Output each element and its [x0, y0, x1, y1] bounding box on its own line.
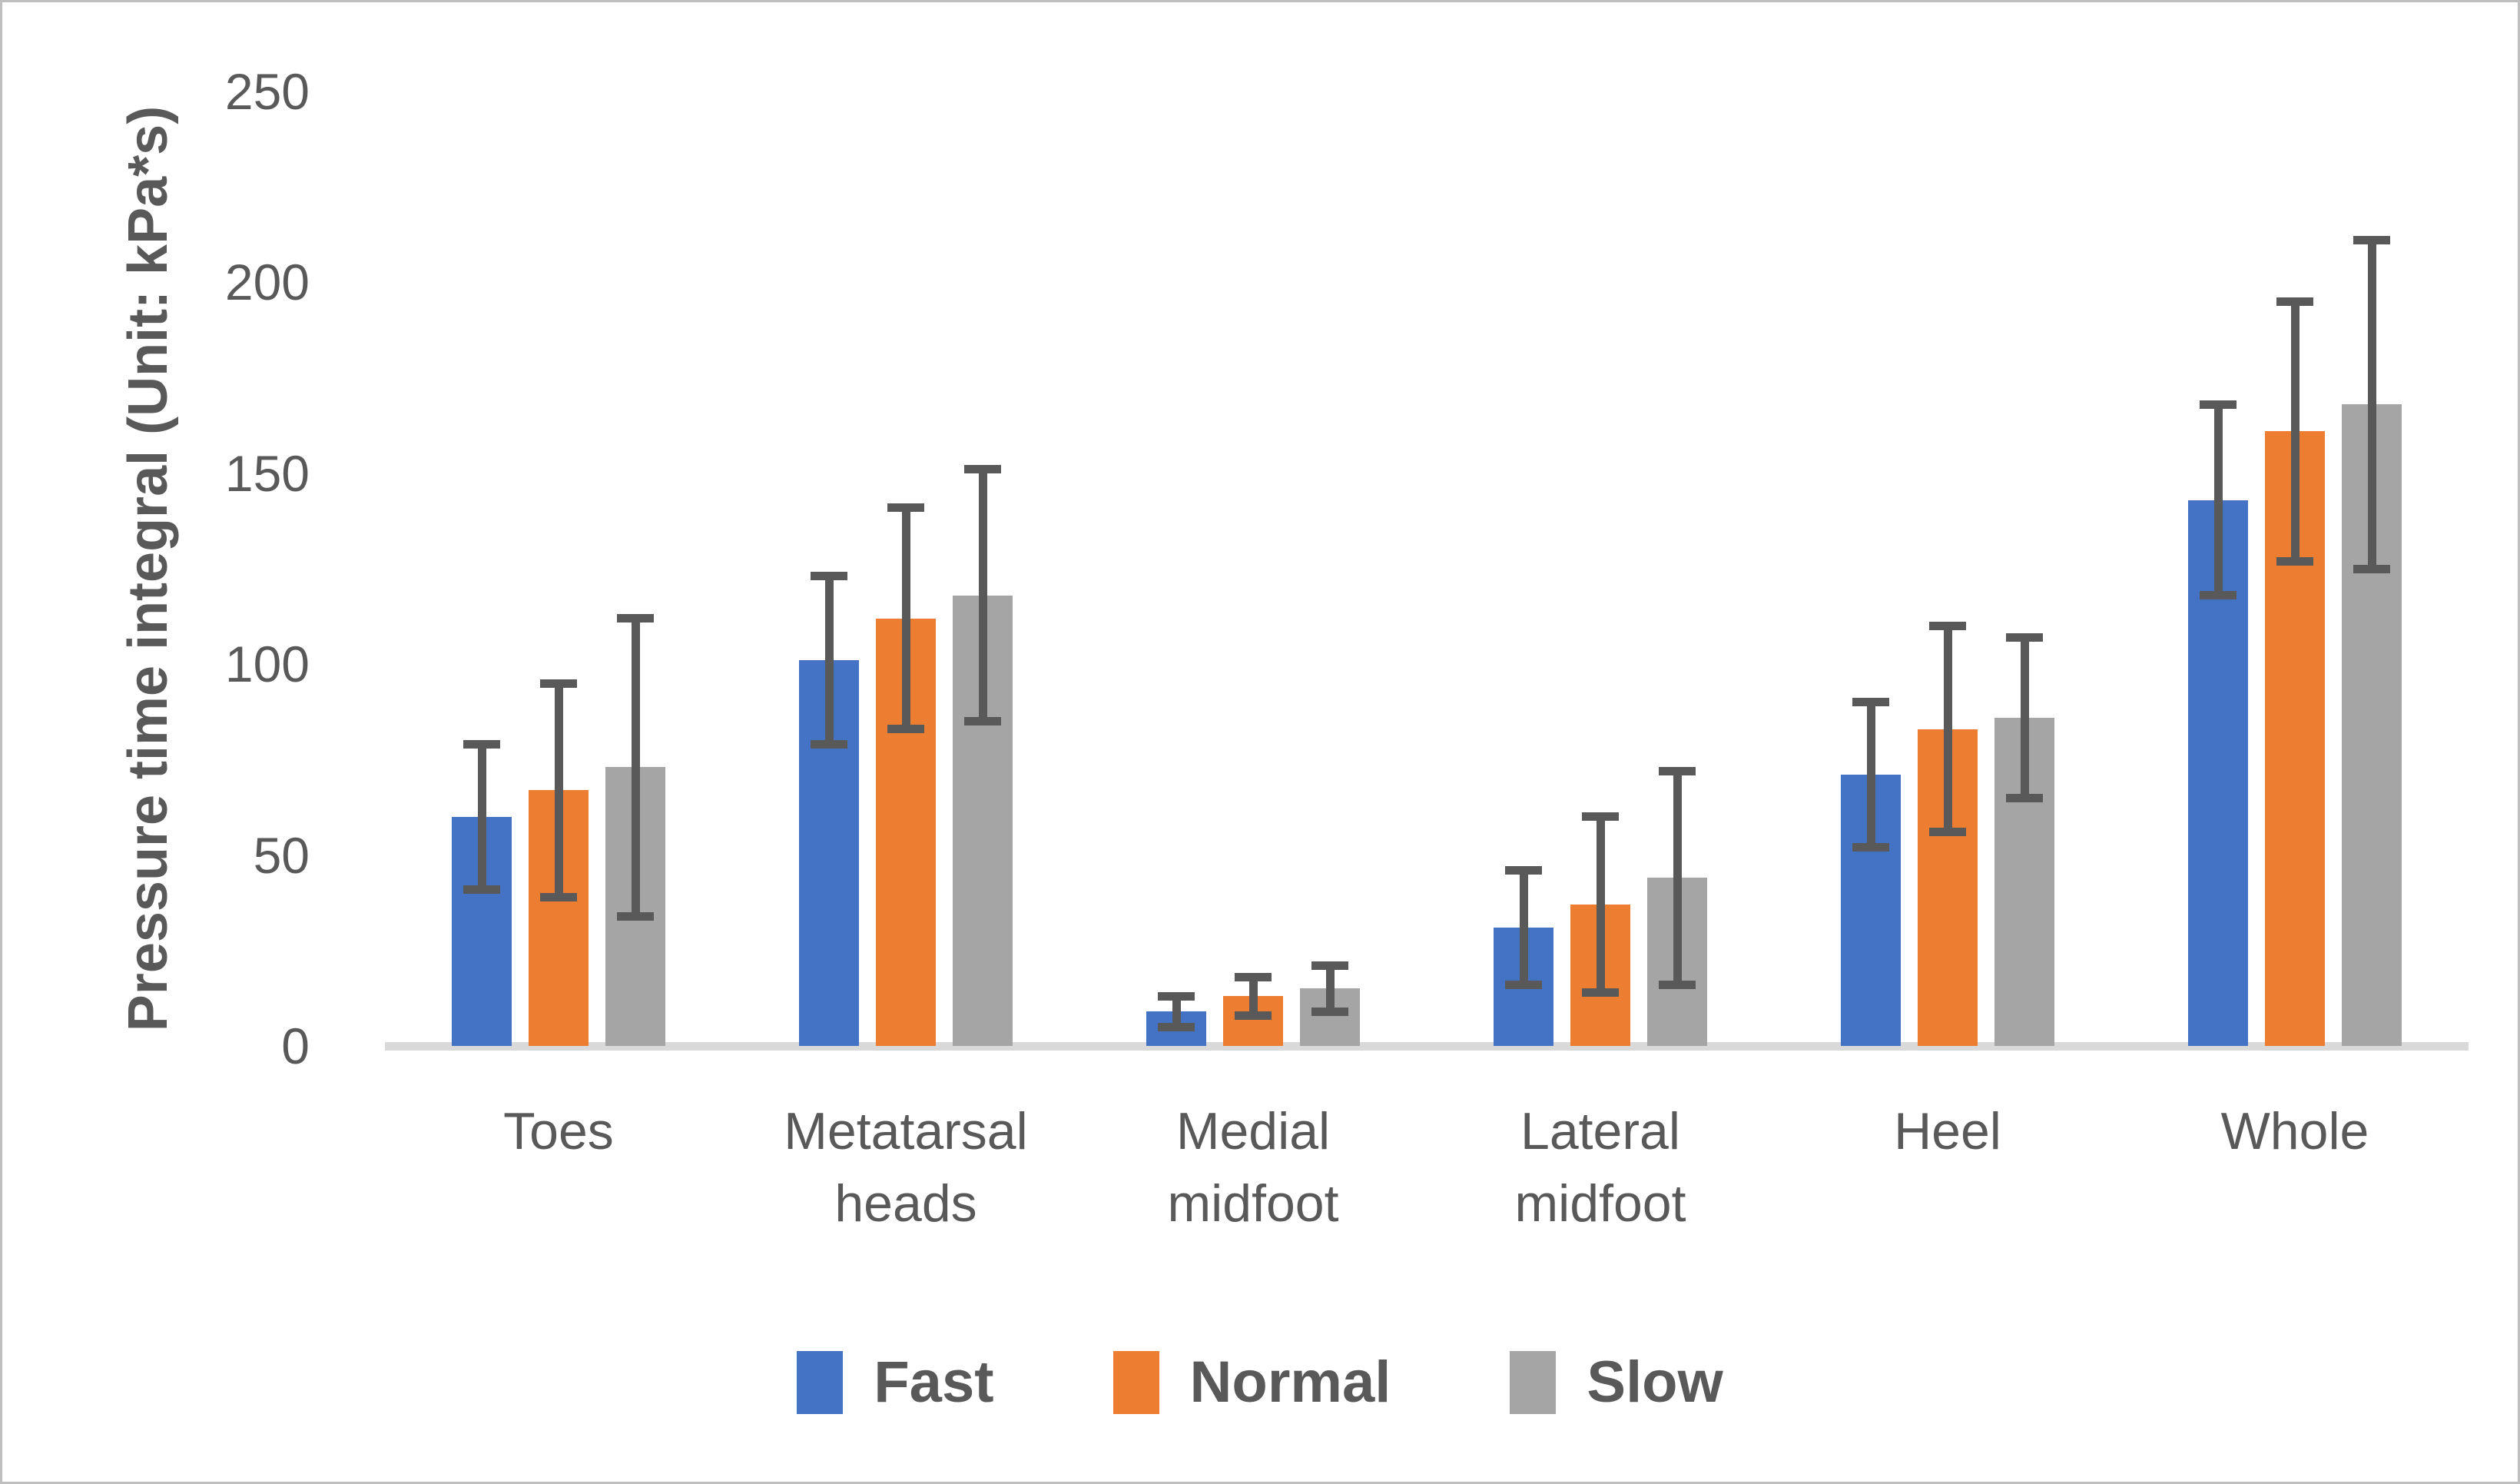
legend-label: Slow — [1587, 1350, 1723, 1415]
y-axis-tick-labels: 0 50 100 150 200 250 — [2, 2, 310, 1482]
error-bar-cap-top — [2200, 400, 2236, 409]
legend-label: Fast — [874, 1350, 994, 1415]
legend-item-slow: Slow — [1510, 1349, 1723, 1416]
error-bar-cap-top — [1852, 698, 1889, 707]
error-bar-cap-bottom — [2006, 793, 2043, 802]
error-bar-cap-top — [2006, 632, 2043, 642]
error-bar-cap-bottom — [617, 911, 654, 921]
y-tick-label: 200 — [224, 254, 310, 311]
error-bar-cap-top — [1659, 766, 1696, 775]
error-bar-line — [1248, 977, 1258, 1016]
legend-item-normal: Normal — [1112, 1349, 1391, 1416]
error-bar-line — [631, 618, 640, 917]
legend-marker-fast — [797, 1350, 844, 1414]
error-bar-line — [2213, 404, 2223, 596]
error-bar-line — [1866, 702, 1875, 848]
error-bar-line — [1325, 965, 1335, 1012]
error-bar-cap-top — [540, 679, 577, 688]
error-bar-cap-bottom — [1659, 981, 1696, 989]
error-bar-cap-top — [463, 740, 500, 749]
error-bar-cap-bottom — [463, 885, 500, 894]
error-bar-line — [2290, 301, 2300, 562]
legend-marker-normal — [1112, 1350, 1159, 1414]
error-bar-cap-bottom — [811, 740, 847, 749]
error-bar-cap-bottom — [540, 892, 577, 901]
error-bar-cap-top — [811, 572, 847, 581]
error-bar-line — [2020, 637, 2029, 798]
error-bar-cap-top — [887, 503, 924, 512]
error-bar-cap-top — [964, 465, 1001, 474]
error-bar-cap-bottom — [1311, 1007, 1348, 1016]
error-bar-cap-top — [1505, 865, 1542, 875]
error-bar-line — [1673, 771, 1682, 985]
error-bar-cap-top — [1582, 812, 1619, 822]
error-bar-line — [477, 744, 486, 890]
y-tick-label: 0 — [281, 1018, 310, 1074]
y-tick-label: 100 — [224, 636, 310, 693]
x-category-label: Toes — [503, 1102, 614, 1160]
error-bar-cap-bottom — [1158, 1022, 1195, 1031]
legend-item-fast: Fast — [797, 1349, 994, 1416]
error-bar-line — [1596, 816, 1605, 993]
error-bar-cap-bottom — [2353, 564, 2390, 573]
error-bar-line — [2367, 240, 2376, 569]
error-bar-line — [978, 469, 987, 722]
error-bar-cap-top — [2276, 297, 2313, 306]
x-category-label: Whole — [2220, 1102, 2369, 1160]
y-tick-label: 250 — [224, 63, 310, 120]
error-bar-line — [901, 507, 910, 729]
error-bar-line — [1172, 996, 1181, 1028]
x-category-label: Lateral midfoot — [1514, 1102, 1686, 1233]
error-bar-cap-top — [617, 614, 654, 623]
error-bar-line — [1943, 626, 1952, 832]
error-bar-cap-top — [1929, 622, 1966, 631]
y-tick-label: 50 — [253, 826, 310, 884]
x-category-label: Metatarsal heads — [784, 1102, 1028, 1233]
x-category-label: Medial midfoot — [1167, 1102, 1339, 1233]
error-bar-line — [824, 576, 834, 745]
x-axis-line — [385, 1042, 2469, 1051]
error-bar-cap-bottom — [964, 717, 1001, 726]
error-bar-cap-top — [1235, 973, 1272, 982]
error-bar-cap-bottom — [2200, 591, 2236, 600]
y-tick-label: 150 — [224, 444, 310, 502]
error-bar-cap-bottom — [2276, 556, 2313, 566]
legend-marker-slow — [1510, 1350, 1557, 1414]
error-bar-line — [554, 683, 563, 898]
error-bar-cap-bottom — [1852, 843, 1889, 852]
legend: Fast Normal Slow — [2, 1349, 2518, 1416]
legend-label: Normal — [1189, 1350, 1391, 1415]
error-bar-cap-bottom — [1929, 828, 1966, 837]
error-bar-cap-top — [1311, 961, 1348, 971]
error-bar-cap-bottom — [1505, 981, 1542, 989]
error-bar-cap-bottom — [887, 725, 924, 734]
error-bar-line — [1519, 870, 1528, 985]
x-category-label: Heel — [1894, 1102, 2001, 1160]
error-bar-cap-bottom — [1582, 988, 1619, 997]
error-bar-cap-top — [1158, 991, 1195, 1001]
error-bar-cap-top — [2353, 236, 2390, 245]
error-bar-cap-bottom — [1235, 1011, 1272, 1020]
